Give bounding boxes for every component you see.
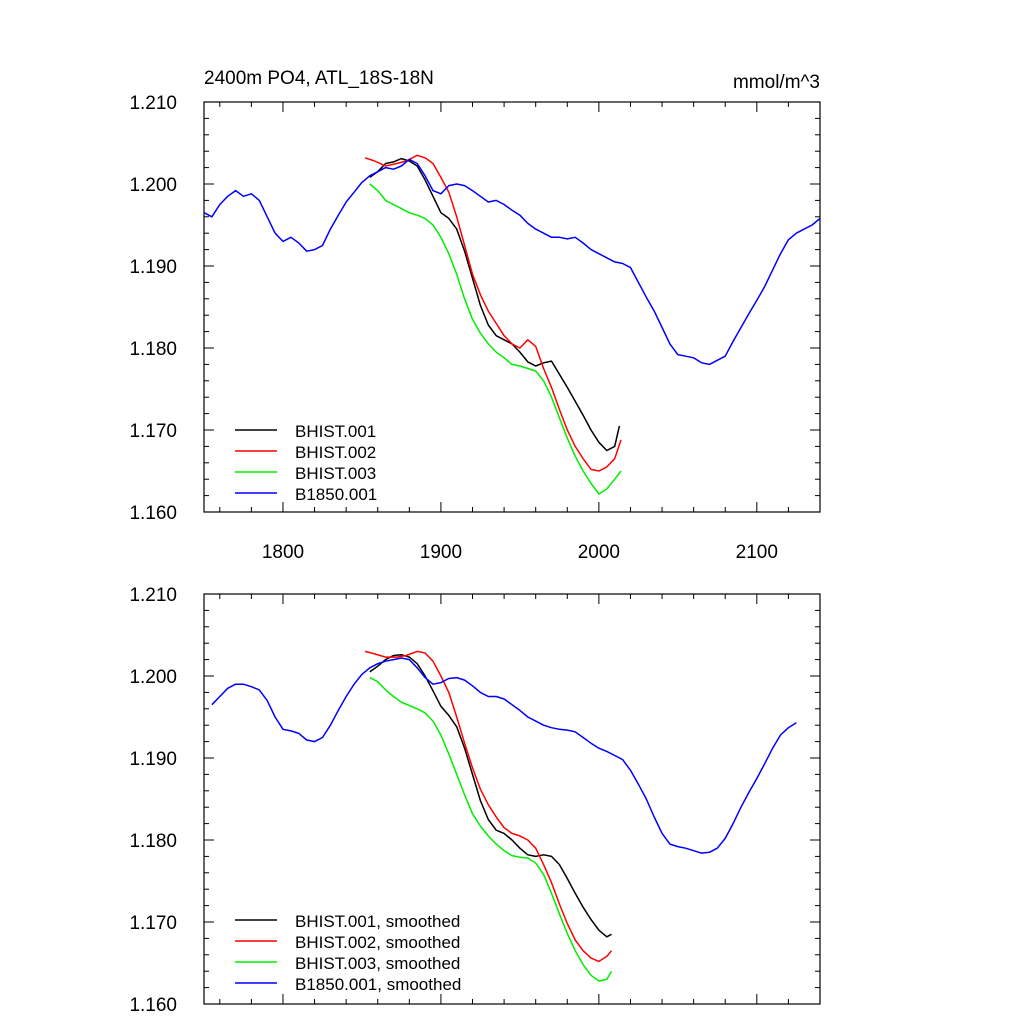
series-line	[364, 154, 622, 472]
legend-label: BHIST.003	[295, 464, 376, 483]
legend-label: B1850.001, smoothed	[295, 975, 461, 994]
y-tick-label: 1.180	[129, 831, 177, 852]
series-line	[211, 657, 797, 854]
legend-label: BHIST.003, smoothed	[295, 954, 460, 973]
y-tick-label: 1.200	[129, 667, 177, 688]
y-tick-label: 1.170	[129, 913, 177, 934]
series-line	[369, 157, 621, 452]
legend-label: BHIST.001, smoothed	[295, 912, 460, 931]
plot-frame	[203, 101, 821, 513]
y-tick-label: 1.190	[129, 257, 177, 278]
series-line	[369, 676, 613, 982]
y-tick-label: 1.210	[129, 93, 177, 114]
series-line	[369, 183, 622, 495]
y-tick-label: 1.160	[129, 503, 177, 524]
legend-label: BHIST.001	[295, 422, 376, 441]
legend-label: B1850.001	[295, 485, 377, 504]
series-line	[203, 158, 821, 366]
x-tick-label: 1900	[420, 542, 462, 563]
legend-label: BHIST.002	[295, 443, 376, 462]
top-panel: 1.160 1.170 1.180 1.190 1.200 1.210 1800 1900 20…	[129, 93, 821, 563]
y-tick-label: 1.210	[129, 585, 177, 606]
plot-frame	[203, 593, 821, 1005]
bottom-panel: 1.160 1.170 1.180 1.190 1.200 1.210 BHIST.001,…	[129, 585, 821, 1016]
x-tick-label: 1800	[262, 542, 304, 563]
y-tick-label: 1.200	[129, 175, 177, 196]
chart-title: 2400m PO4, ATL_18S-18N	[204, 68, 434, 89]
series-line	[364, 650, 613, 963]
y-tick-label: 1.160	[129, 995, 177, 1016]
y-tick-label: 1.170	[129, 421, 177, 442]
series-line	[369, 653, 612, 938]
x-tick-label: 2100	[736, 542, 778, 563]
x-tick-label: 2000	[578, 542, 620, 563]
units-label: mmol/m^3	[733, 72, 820, 93]
y-tick-label: 1.190	[129, 749, 177, 770]
y-tick-label: 1.180	[129, 339, 177, 360]
legend-label: BHIST.002, smoothed	[295, 933, 460, 952]
